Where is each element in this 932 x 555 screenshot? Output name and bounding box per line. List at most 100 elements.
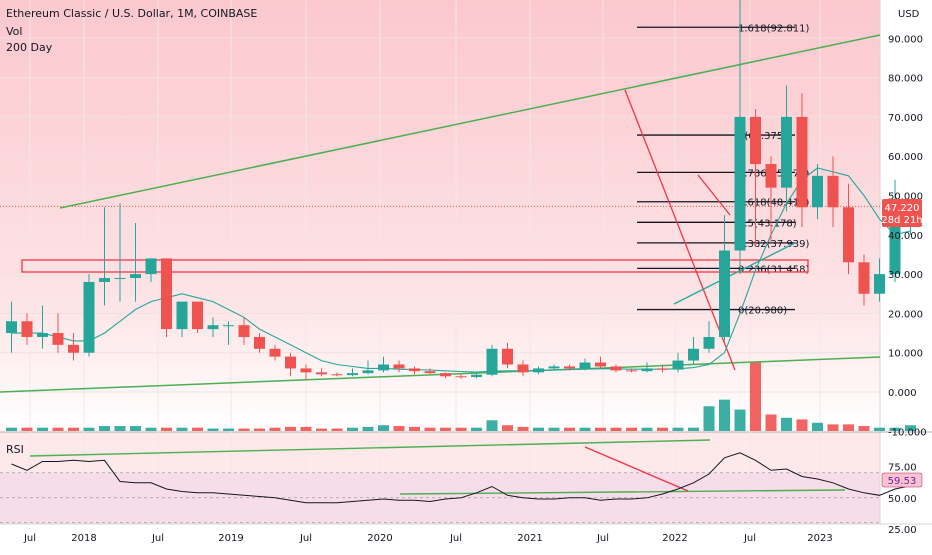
candle-body[interactable] xyxy=(874,274,885,294)
rsi-bands xyxy=(0,472,880,524)
candle-body[interactable] xyxy=(564,366,575,369)
candle-body[interactable] xyxy=(424,371,436,374)
candle-body[interactable] xyxy=(145,258,157,275)
candle-body[interactable] xyxy=(316,372,327,375)
volume-bar xyxy=(548,427,560,431)
time-tick-label: Jul xyxy=(151,533,164,544)
fib-level-label: 0.236(31.458) xyxy=(738,264,810,275)
volume-bar xyxy=(486,420,498,431)
indicator-vol-label[interactable]: Vol xyxy=(6,25,22,38)
time-tick-label: 2020 xyxy=(367,533,392,544)
volume-bar xyxy=(796,419,808,431)
candle-body[interactable] xyxy=(440,373,451,377)
candlesticks[interactable] xyxy=(6,0,916,381)
candle-body[interactable] xyxy=(765,164,777,188)
volume-bar xyxy=(300,426,312,431)
time-tick-label: 2019 xyxy=(218,533,243,544)
candle-body[interactable] xyxy=(486,348,498,375)
candle-body[interactable] xyxy=(331,374,343,376)
candle-body[interactable] xyxy=(471,374,482,378)
last-price-box xyxy=(882,199,922,227)
volume-bar xyxy=(765,414,777,431)
candle-body[interactable] xyxy=(114,278,126,280)
last-price-tag: 47.220 28d 21h xyxy=(881,199,923,227)
candle-body[interactable] xyxy=(161,258,172,330)
price-axis-background xyxy=(880,0,932,550)
candle-body[interactable] xyxy=(889,207,901,275)
candle-body[interactable] xyxy=(378,364,389,371)
time-tick-label: Jul xyxy=(449,533,462,544)
volume-bar xyxy=(827,424,839,431)
candle-body[interactable] xyxy=(672,360,684,370)
candle-body[interactable] xyxy=(393,364,405,369)
candle-body[interactable] xyxy=(176,301,188,330)
candle-body[interactable] xyxy=(595,362,606,367)
candle-body[interactable] xyxy=(827,175,839,208)
volume-bar xyxy=(238,428,250,431)
candle-body[interactable] xyxy=(626,370,637,372)
candle-body[interactable] xyxy=(83,281,95,353)
downtrend-line[interactable] xyxy=(624,89,736,371)
candle-body[interactable] xyxy=(130,274,141,279)
rsi-downtrend-line[interactable] xyxy=(584,446,689,492)
candle-body[interactable] xyxy=(68,344,79,353)
currency-label: USD xyxy=(898,9,920,20)
candle-body[interactable] xyxy=(688,348,699,361)
rsi-upper-trendline[interactable] xyxy=(29,439,711,457)
candle-body[interactable] xyxy=(362,370,374,374)
volume-bar xyxy=(362,426,374,431)
candle-body[interactable] xyxy=(703,336,715,349)
price-tick-label: 10.000 xyxy=(888,349,923,360)
candle-body[interactable] xyxy=(657,368,668,370)
candle-body[interactable] xyxy=(300,368,312,373)
candle-body[interactable] xyxy=(254,336,265,349)
candle-body[interactable] xyxy=(223,325,234,327)
candle-body[interactable] xyxy=(6,321,17,334)
support-zone-box[interactable] xyxy=(21,259,809,273)
candle-body[interactable] xyxy=(285,356,296,369)
candle-body[interactable] xyxy=(21,321,33,337)
fib-level-label: 0.382(37.939) xyxy=(738,239,810,250)
candle-body[interactable] xyxy=(269,348,281,357)
candle-body[interactable] xyxy=(812,175,823,208)
short-downtrend-line[interactable] xyxy=(697,174,731,216)
candle-body[interactable] xyxy=(99,278,110,282)
candle-body[interactable] xyxy=(734,116,746,251)
candle-body[interactable] xyxy=(610,366,622,371)
candle-body[interactable] xyxy=(781,116,792,188)
rising-support-line[interactable] xyxy=(673,242,796,305)
rsi-line xyxy=(11,452,911,504)
price-tick-label: 70.000 xyxy=(888,113,923,124)
candle-body[interactable] xyxy=(52,333,64,345)
volume-bar xyxy=(889,427,901,431)
volume-bar xyxy=(254,428,265,431)
candle-body[interactable] xyxy=(858,262,870,294)
upper-trendline[interactable] xyxy=(59,34,881,209)
candle-body[interactable] xyxy=(533,368,544,373)
candle-body[interactable] xyxy=(843,207,854,263)
candle-body[interactable] xyxy=(796,116,808,208)
candle-body[interactable] xyxy=(641,368,653,372)
volume-bar xyxy=(331,428,343,431)
candle-body[interactable] xyxy=(579,362,591,369)
candle-body[interactable] xyxy=(37,333,48,337)
candle-body[interactable] xyxy=(238,325,250,337)
candle-body[interactable] xyxy=(192,301,203,330)
rsi-label[interactable]: RSI xyxy=(6,443,24,456)
fib-level-label: 1.618(92.811) xyxy=(738,23,810,34)
candle-body[interactable] xyxy=(750,116,761,165)
indicator-ma-label[interactable]: 200 Day xyxy=(6,41,53,54)
volume-bar xyxy=(207,428,219,431)
candle-body[interactable] xyxy=(517,364,529,373)
candle-body[interactable] xyxy=(207,325,219,330)
candle-body[interactable] xyxy=(455,376,467,378)
candle-body[interactable] xyxy=(548,366,560,369)
candle-body[interactable] xyxy=(347,373,358,376)
volume-bar xyxy=(176,427,188,431)
volume-bar xyxy=(223,428,234,431)
candle-body[interactable] xyxy=(409,368,420,372)
candle-body[interactable] xyxy=(502,348,513,365)
candle-body[interactable] xyxy=(719,250,730,337)
